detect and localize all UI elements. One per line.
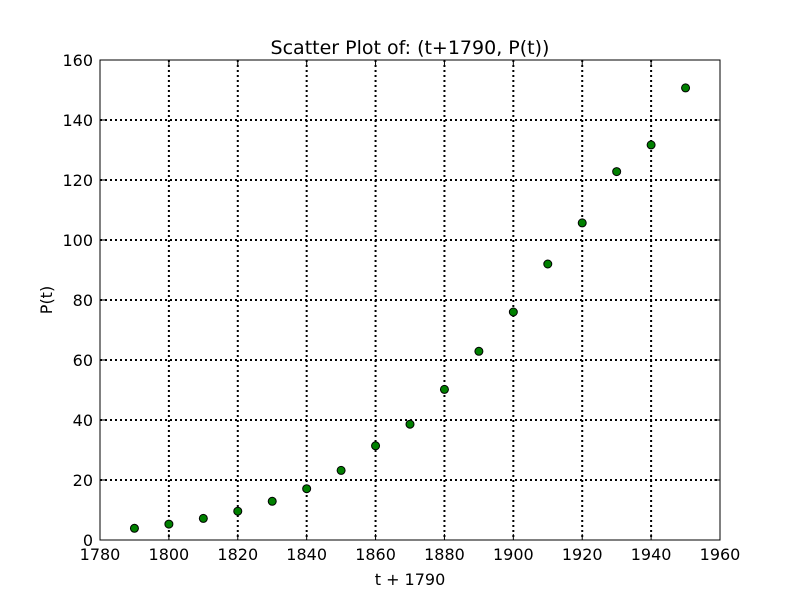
y-tick-label: 100 — [62, 231, 93, 250]
y-tick-label: 120 — [62, 171, 93, 190]
x-tick-label: 1860 — [355, 545, 396, 564]
x-tick-label: 1880 — [424, 545, 465, 564]
x-tick-labels: 1780 1800 1820 1840 1860 1880 1900 1920 1940 1960 — [80, 545, 741, 564]
data-point — [267, 496, 277, 506]
x-tick-label: 1920 — [562, 545, 603, 564]
data-point — [405, 419, 415, 429]
x-axis-label: t + 1790 — [375, 570, 446, 589]
y-tick-label: 140 — [62, 111, 93, 130]
data-point — [577, 218, 587, 228]
data-point — [233, 506, 243, 516]
data-point — [302, 484, 312, 494]
x-tick-label: 1960 — [700, 545, 741, 564]
plot-frame — [99, 59, 721, 541]
x-tick-label: 1940 — [631, 545, 672, 564]
data-point — [681, 83, 691, 93]
data-point — [198, 513, 208, 523]
x-tick-label: 1780 — [80, 545, 121, 564]
data-point — [543, 259, 553, 269]
data-point — [439, 384, 449, 394]
data-point — [508, 307, 518, 317]
data-point — [474, 346, 484, 356]
y-tick-label: 0 — [83, 531, 93, 550]
chart-title: Scatter Plot of: (t+1790, P(t)) — [271, 37, 550, 59]
y-tick-label: 40 — [73, 411, 93, 430]
y-axis-label: P(t) — [37, 286, 56, 314]
x-tick-label: 1800 — [149, 545, 190, 564]
data-point — [129, 523, 139, 533]
points-layer — [129, 83, 691, 533]
x-tick-label: 1820 — [217, 545, 258, 564]
grid-layer — [100, 60, 720, 540]
data-point — [646, 140, 656, 150]
data-point — [371, 441, 381, 451]
data-point — [336, 465, 346, 475]
y-tick-label: 160 — [62, 51, 93, 70]
y-tick-labels: 0 20 40 60 80 100 120 140 160 — [62, 51, 93, 550]
y-tick-label: 80 — [73, 291, 93, 310]
x-tick-label: 1840 — [286, 545, 327, 564]
y-tick-label: 60 — [73, 351, 93, 370]
x-tick-label: 1900 — [493, 545, 534, 564]
data-point — [612, 167, 622, 177]
data-point — [164, 519, 174, 529]
y-tick-label: 20 — [73, 471, 93, 490]
